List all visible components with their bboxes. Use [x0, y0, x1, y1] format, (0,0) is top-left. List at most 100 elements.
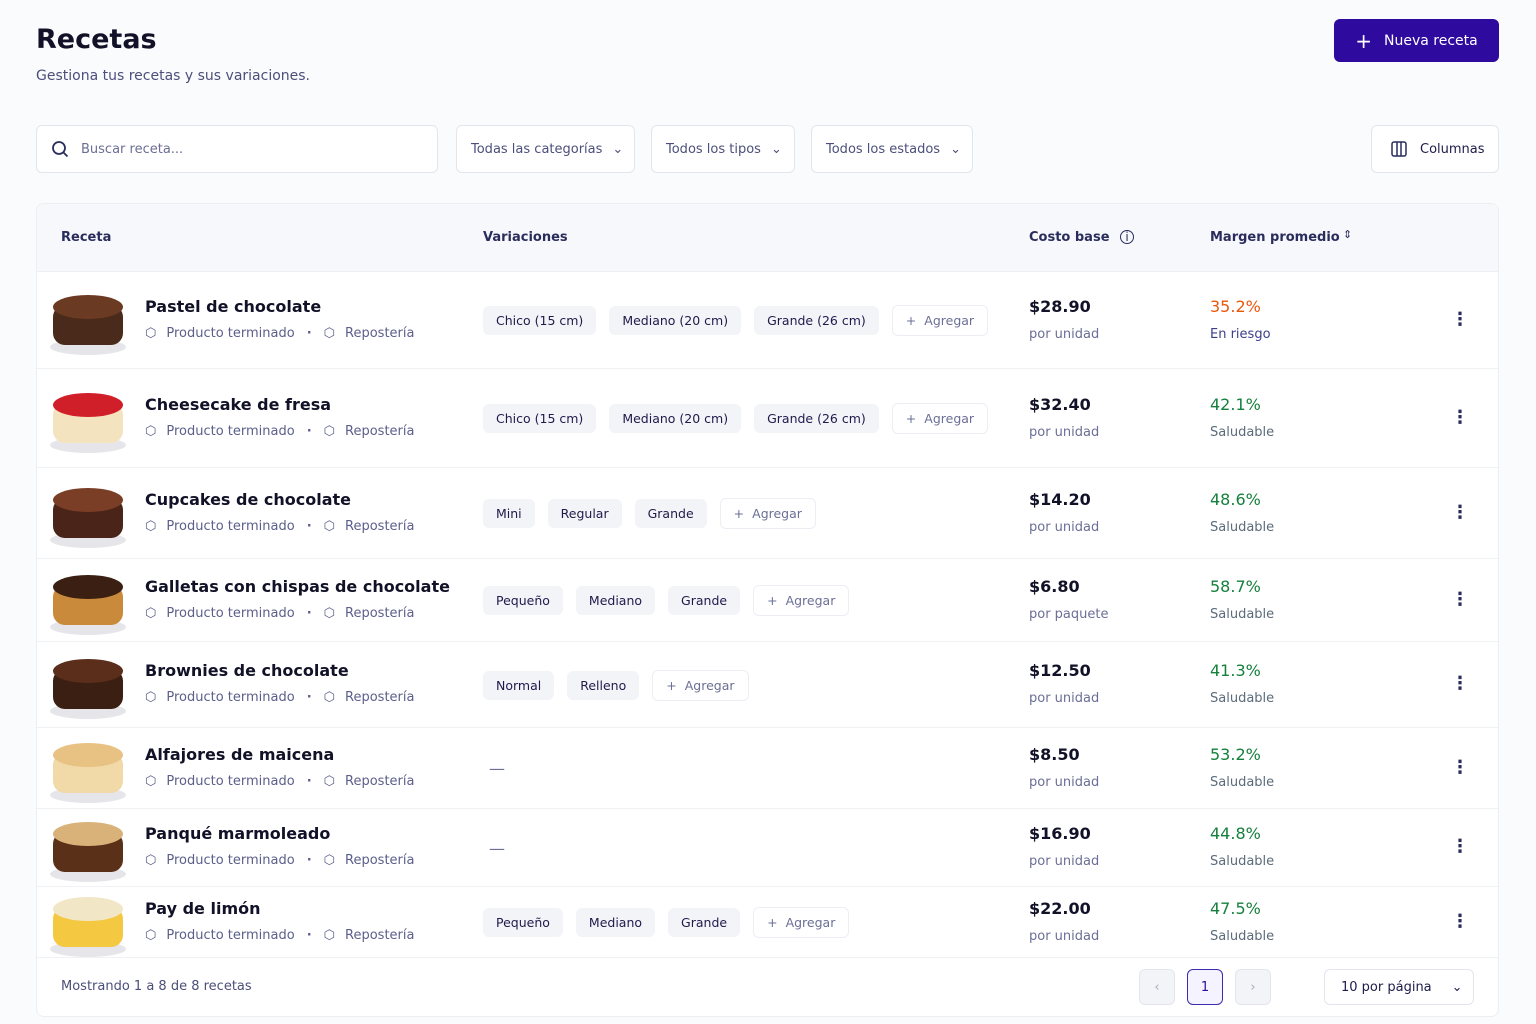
search-placeholder: Buscar receta...: [81, 141, 184, 157]
separator-dot: ·: [306, 518, 312, 534]
add-variation-button[interactable]: + Agregar: [652, 669, 749, 701]
food-illustration: [50, 392, 126, 453]
table-row: Panqué marmoleado ⬡ Producto terminado · ⬡ Re…: [37, 809, 1498, 887]
recipe-image: [47, 476, 129, 552]
cost: $14.20: [1029, 489, 1091, 509]
variations: Chico (15 cm) Mediano (20 cm) Grande (26 c…: [483, 402, 989, 436]
cost-unit: por unidad: [1029, 519, 1100, 535]
cube-icon: ⬡: [323, 518, 336, 534]
plus-icon: +: [733, 506, 745, 521]
cost-unit: por unidad: [1029, 424, 1100, 440]
row-menu-button[interactable]: ⋮: [1451, 501, 1469, 523]
recipe-category: Repostería: [345, 325, 415, 341]
recipe-category: Repostería: [345, 690, 415, 705]
variation-chip: Mini: [483, 499, 535, 528]
chevron: ⌄: [950, 141, 961, 157]
recipe-meta: ⬡ Producto terminado · ⬡ Repostería: [145, 424, 414, 439]
row-menu-button[interactable]: ⋮: [1451, 910, 1469, 932]
recipe-type: Producto terminado: [166, 853, 295, 868]
page-subtitle: Gestiona tus recetas y sus variaciones.: [36, 68, 311, 84]
sort-icon[interactable]: ⇕: [1343, 228, 1353, 241]
next-page-button[interactable]: ›: [1235, 969, 1271, 1005]
status-filter[interactable]: Todos los estados ⌄: [811, 125, 973, 173]
cost-unit: por unidad: [1029, 928, 1100, 944]
recipe-meta: ⬡ Producto terminado · ⬡ Repostería: [145, 853, 414, 868]
plus-icon: +: [767, 915, 778, 930]
row-menu-button[interactable]: ⋮: [1451, 588, 1469, 610]
cost: $12.50: [1029, 661, 1091, 680]
recipe-name: Pay de limón: [145, 898, 261, 918]
margin-status: En riesgo: [1210, 326, 1271, 342]
row-menu-button[interactable]: ⋮: [1451, 308, 1469, 330]
button-label: Nueva receta: [1384, 32, 1478, 49]
cost: $32.40: [1029, 394, 1091, 414]
recipes-table: Receta Variaciones Costo base Margen promed…: [36, 203, 1499, 1017]
plus-icon: +: [905, 411, 917, 426]
margin: 41.3%: [1210, 661, 1261, 680]
add-label: Agregar: [684, 677, 735, 693]
pagination-summary: Mostrando 1 a 8 de 8 recetas: [61, 979, 252, 994]
add-variation-button[interactable]: + Agregar: [891, 305, 989, 336]
add-variation-button[interactable]: + Agregar: [719, 498, 816, 529]
cube-icon: ⬡: [323, 773, 336, 789]
margin: 47.5%: [1210, 898, 1261, 918]
category-filter[interactable]: Todas las categorías ⌄: [456, 125, 635, 173]
per-page-select[interactable]: 10 por página ⌄: [1324, 969, 1474, 1005]
row-menu-button[interactable]: ⋮: [1451, 836, 1469, 857]
cube-icon: ⬡: [145, 773, 157, 789]
variation-chip: Pequeño: [483, 586, 563, 615]
cost-unit: por unidad: [1029, 326, 1100, 342]
current-page-button[interactable]: 1: [1187, 969, 1223, 1005]
cube-icon: ⬡: [145, 325, 157, 341]
type-filter[interactable]: Todos los tipos ⌄: [651, 125, 795, 173]
cube-icon: ⬡: [323, 690, 336, 705]
margin: 58.7%: [1210, 576, 1261, 596]
recipe-image: [47, 885, 129, 961]
column-header: Margen promedio: [1210, 230, 1340, 245]
add-label: Agregar: [785, 915, 836, 930]
recipe-name: Brownies de chocolate: [145, 661, 349, 680]
add-variation-button[interactable]: + Agregar: [891, 403, 989, 434]
variation-chip: Mediano (20 cm): [609, 306, 742, 335]
margin-status: Saludable: [1210, 774, 1275, 790]
table-row: Pastel de chocolate ⬡ Producto terminado · ⬡…: [37, 272, 1498, 369]
variations: Normal Relleno + Agregar: [483, 668, 749, 702]
variation-chip: Grande: [668, 586, 741, 615]
row-menu-button[interactable]: ⋮: [1451, 406, 1469, 428]
recipe-category: Repostería: [345, 518, 415, 534]
recipe-image: [47, 381, 129, 457]
variation-chip: Chico (15 cm): [483, 306, 597, 335]
plus-icon: +: [1355, 28, 1373, 53]
columns-button[interactable]: Columnas: [1371, 125, 1499, 173]
search-icon: [52, 141, 69, 158]
recipe-category: Repostería: [345, 853, 415, 868]
recipe-category: Repostería: [345, 605, 415, 621]
margin: 44.8%: [1210, 824, 1261, 843]
variations: —: [483, 752, 505, 786]
recipe-meta: ⬡ Producto terminado · ⬡ Repostería: [145, 326, 414, 341]
add-label: Agregar: [924, 411, 975, 426]
margin: 53.2%: [1210, 744, 1261, 764]
variation-chip: Regular: [547, 499, 622, 528]
recipe-name: Panqué marmoleado: [145, 824, 331, 843]
recipe-type: Producto terminado: [166, 325, 295, 341]
recipe-image: [47, 731, 129, 807]
row-menu-button[interactable]: ⋮: [1451, 673, 1469, 694]
variation-chip: Grande: [634, 499, 707, 528]
row-menu-button[interactable]: ⋮: [1451, 756, 1469, 778]
prev-page-button[interactable]: ‹: [1139, 969, 1175, 1005]
new-recipe-button[interactable]: + Nueva receta: [1334, 19, 1499, 62]
info-icon: i: [1120, 230, 1134, 244]
recipe-type: Producto terminado: [166, 518, 295, 534]
variation-chip: Mediano: [575, 908, 656, 937]
add-label: Agregar: [924, 313, 975, 328]
variation-chip: Grande (26 cm): [754, 404, 879, 433]
cube-icon: ⬡: [323, 423, 336, 439]
recipe-name: Galletas con chispas de chocolate: [145, 576, 450, 596]
variation-chip: Pequeño: [483, 908, 563, 937]
columns-icon: [1391, 141, 1407, 157]
margin-status: Saludable: [1210, 606, 1275, 622]
search-input[interactable]: Buscar receta...: [36, 125, 438, 173]
add-variation-button[interactable]: + Agregar: [753, 585, 850, 616]
add-variation-button[interactable]: + Agregar: [753, 907, 850, 938]
